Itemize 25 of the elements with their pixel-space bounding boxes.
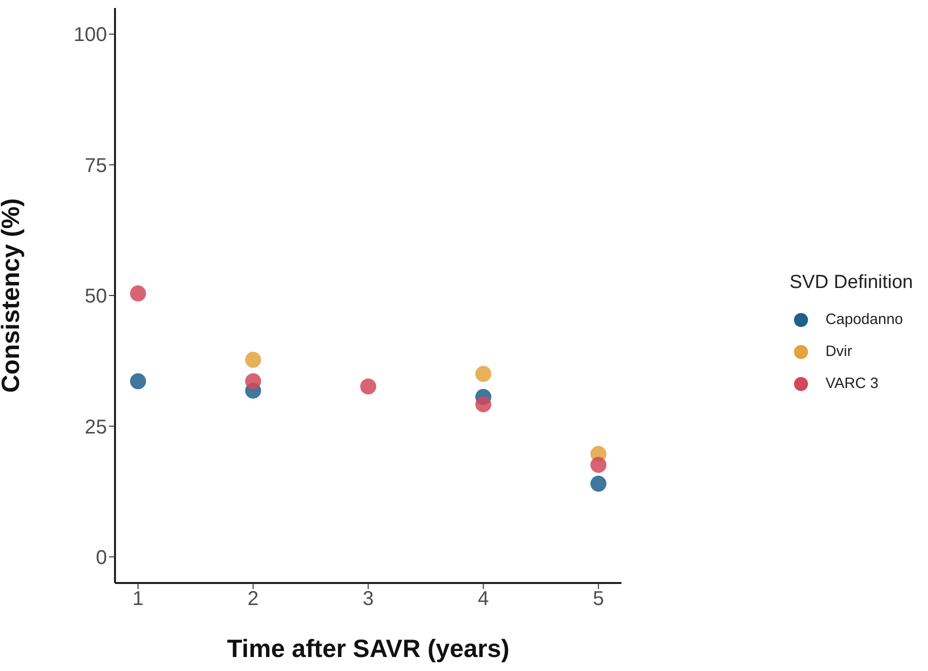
point <box>475 366 492 382</box>
legend-title: SVD Definition <box>789 272 913 294</box>
legend-label: Dvir <box>825 343 852 360</box>
y-tick-label: 100 <box>74 24 107 46</box>
point <box>360 378 376 394</box>
legend-label: Capodanno <box>825 311 904 328</box>
x-tick-label: 5 <box>592 588 604 610</box>
y-tick-label: 50 <box>84 286 107 308</box>
y-tick-label: 25 <box>84 416 107 438</box>
x-axis-title: Time after SAVR (years) <box>226 635 510 663</box>
y-tick-label: 0 <box>96 546 107 569</box>
point <box>590 476 606 492</box>
y-axis-title: Consistency (%) <box>0 198 25 393</box>
point <box>590 456 606 473</box>
x-tick-label: 4 <box>478 588 489 610</box>
y-tick-label: 75 <box>84 154 107 177</box>
point <box>130 373 146 390</box>
point <box>245 373 262 390</box>
x-tick-label: 2 <box>248 588 259 610</box>
x-tick-label: 1 <box>132 588 144 610</box>
legend-label: VARC 3 <box>825 375 879 392</box>
point <box>245 352 262 368</box>
point <box>130 285 146 302</box>
x-tick-label: 3 <box>362 588 374 610</box>
point <box>475 396 492 412</box>
